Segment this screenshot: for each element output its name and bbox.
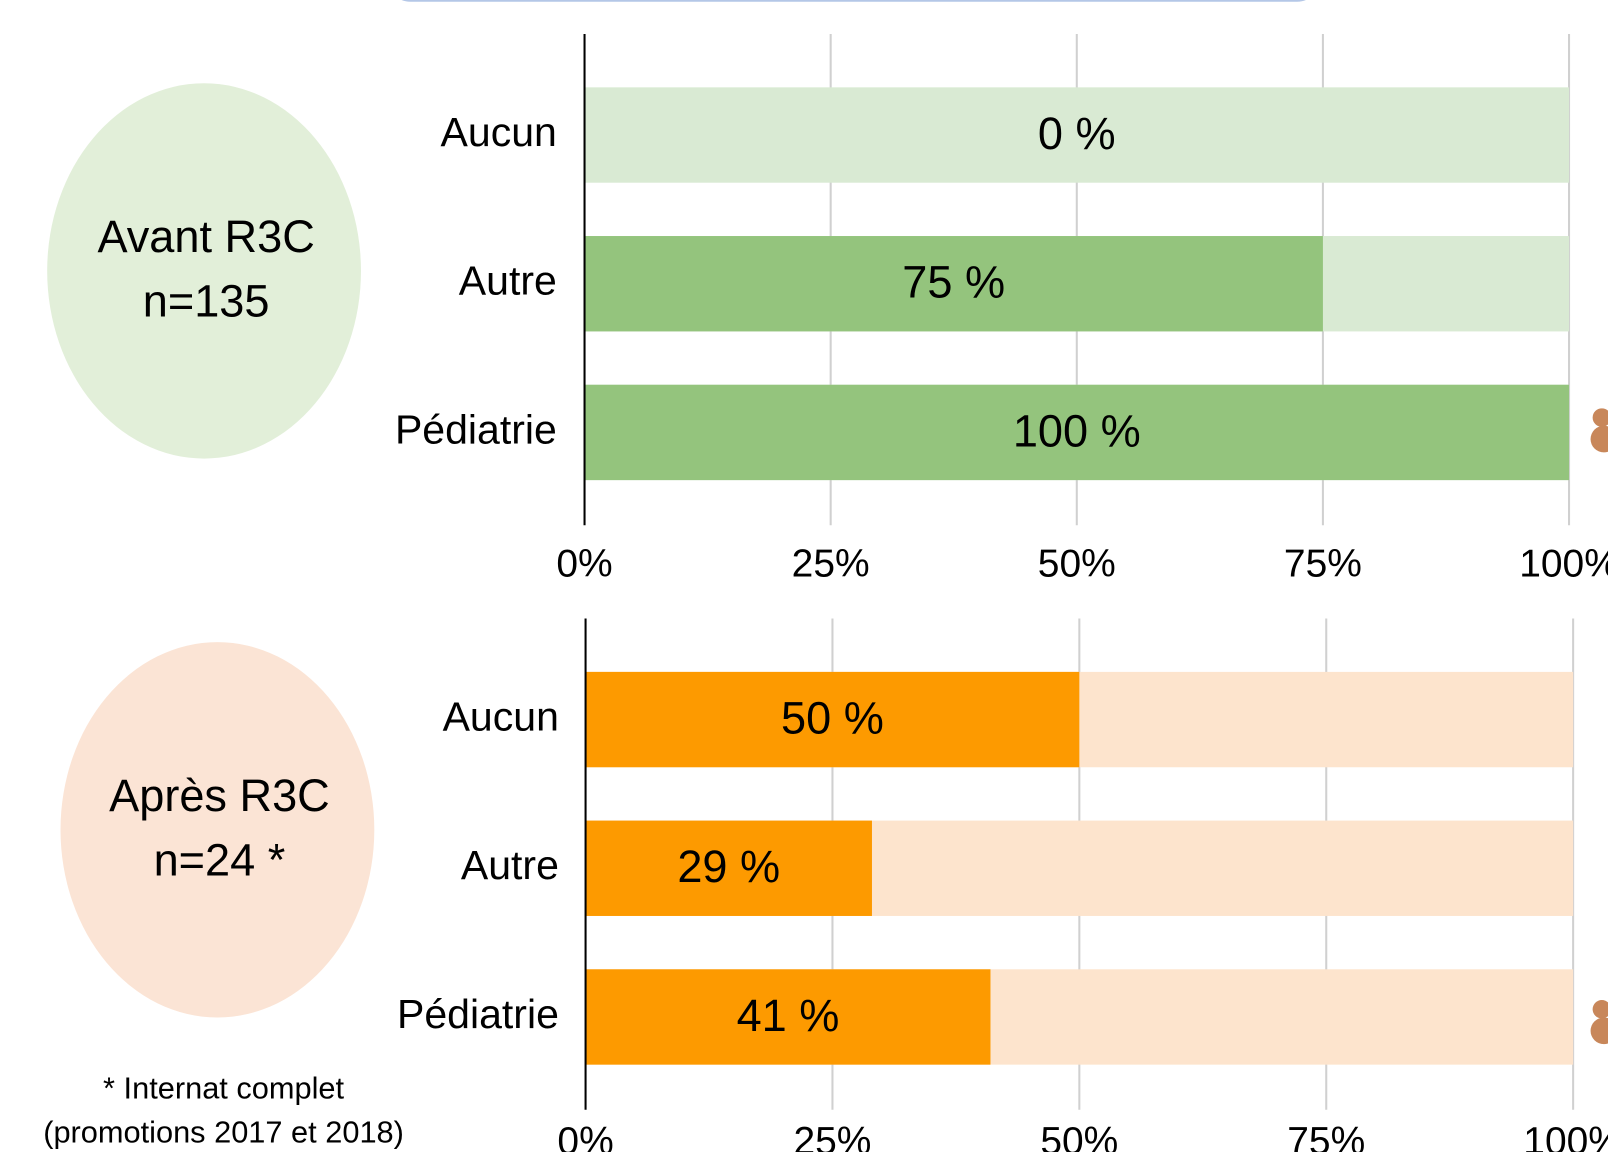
- value-label: 100 %: [1013, 405, 1141, 456]
- bar-track: [584, 87, 1570, 183]
- y-tick-label: Autre: [461, 842, 559, 888]
- bar: [585, 671, 1080, 768]
- x-tick-label: 100%: [1523, 1120, 1608, 1152]
- x-tick-label: 75%: [1284, 543, 1362, 586]
- footnote: (promotions 2017 et 2018): [43, 1115, 404, 1150]
- bar: [584, 236, 1323, 332]
- value-label: 29 %: [677, 841, 780, 892]
- group-label: Avant R3C: [97, 211, 314, 262]
- y-tick-label: Pédiatrie: [397, 991, 559, 1037]
- x-tick-label: 25%: [793, 1120, 871, 1152]
- value-label: 75 %: [902, 257, 1005, 308]
- x-tick-label: 25%: [792, 543, 870, 586]
- group-bubble: [47, 83, 361, 459]
- group-label: n=135: [143, 276, 270, 327]
- group-label: Après R3C: [109, 770, 330, 821]
- bar: [585, 820, 872, 916]
- value-label: 50 %: [781, 693, 884, 744]
- x-tick-label: 0%: [557, 1120, 613, 1152]
- group-label: n=24 *: [154, 835, 286, 886]
- group-bubble: [60, 642, 375, 1018]
- value-label: 0 %: [1038, 108, 1116, 159]
- y-tick-label: Aucun: [443, 693, 559, 739]
- x-tick-label: 50%: [1040, 1120, 1118, 1152]
- y-tick-label: Pédiatrie: [395, 406, 557, 452]
- teddy-icon: [1590, 408, 1608, 1045]
- y-tick-label: Aucun: [441, 109, 557, 155]
- x-tick-label: 75%: [1287, 1120, 1365, 1152]
- bar: [585, 969, 991, 1065]
- x-tick-label: 100%: [1519, 543, 1608, 586]
- y-tick-label: Autre: [459, 258, 557, 304]
- bar: [584, 384, 1570, 481]
- footnote: * Internat complet: [103, 1070, 344, 1105]
- x-tick-label: 50%: [1038, 543, 1116, 586]
- value-label: 41 %: [737, 990, 840, 1041]
- x-tick-label: 0%: [556, 543, 612, 586]
